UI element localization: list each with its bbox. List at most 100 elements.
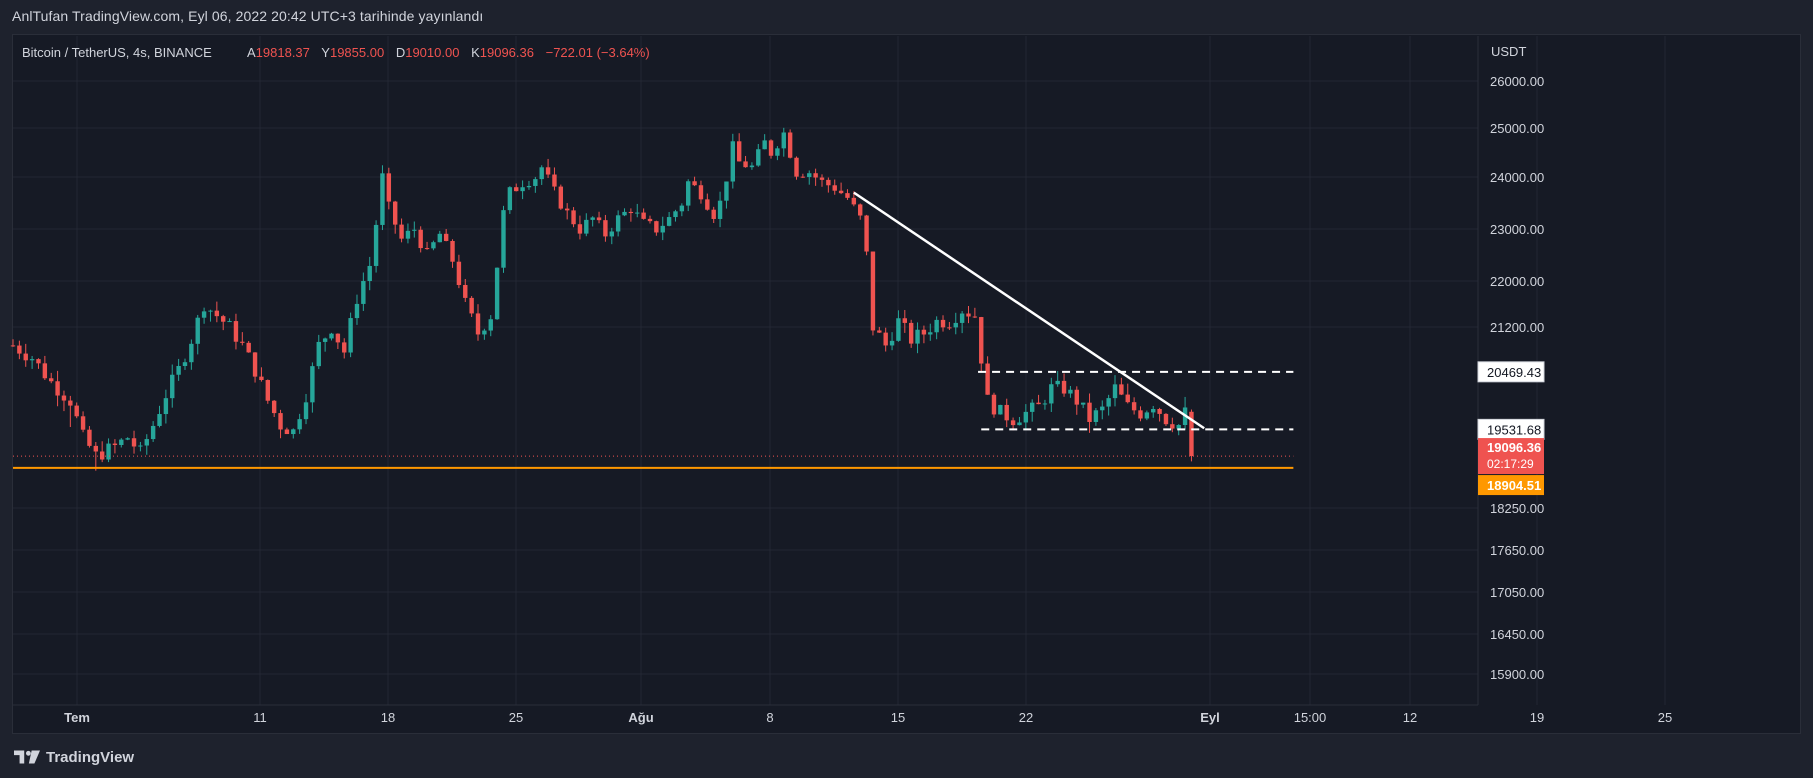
last-price-text: 19096.36 xyxy=(1487,440,1541,455)
change-value: −722.01 (−3.64%) xyxy=(546,45,650,60)
candle-body xyxy=(303,402,309,420)
horizontal-lines xyxy=(13,370,1294,469)
candle xyxy=(373,220,379,273)
candle xyxy=(475,304,481,341)
candle xyxy=(354,294,360,325)
candle xyxy=(348,312,353,358)
candle xyxy=(265,379,270,404)
currency-label: USDT xyxy=(1491,44,1526,59)
candle-body xyxy=(819,177,825,180)
x-tick-label: 18 xyxy=(381,710,395,725)
candle xyxy=(647,215,653,224)
candle xyxy=(864,214,869,256)
candle xyxy=(501,205,506,273)
close-value: 19096.36 xyxy=(480,45,534,60)
candle xyxy=(730,133,736,189)
candle xyxy=(985,356,990,395)
candle-body xyxy=(284,429,290,435)
candle xyxy=(1061,373,1067,397)
candle xyxy=(1100,400,1105,420)
candle-body xyxy=(896,318,901,341)
candle xyxy=(717,191,723,228)
price-chart[interactable]: USDT 26000.00 25000.00 24000.00 23000.00 2200… xyxy=(0,0,1813,740)
candle xyxy=(182,358,188,370)
candle xyxy=(399,218,404,243)
candle xyxy=(991,392,997,418)
candle xyxy=(870,251,876,336)
candle-body xyxy=(93,445,99,452)
candle xyxy=(303,393,309,425)
candle-body xyxy=(1093,410,1099,422)
candle xyxy=(80,411,86,433)
candle-body xyxy=(418,229,423,249)
candle xyxy=(590,216,595,227)
candle-body xyxy=(138,445,143,447)
candle-body xyxy=(647,218,653,222)
candle xyxy=(297,413,302,434)
candle-body xyxy=(666,217,672,226)
candle-body xyxy=(1176,425,1181,429)
candle-body xyxy=(310,366,315,403)
candle xyxy=(271,400,277,418)
legend-symbol[interactable]: Bitcoin / TetherUS, 4s, BINANCE xyxy=(22,45,212,60)
candle xyxy=(342,338,347,359)
candlestick-series xyxy=(10,127,1194,471)
candle-body xyxy=(838,190,844,194)
candle-body xyxy=(1030,402,1035,412)
resistance-label-bg xyxy=(1477,361,1545,383)
candle xyxy=(889,332,895,351)
candle-body xyxy=(870,251,876,331)
candle-body xyxy=(908,322,914,344)
candle-body xyxy=(437,233,442,243)
candle xyxy=(112,439,118,454)
candle xyxy=(603,214,608,242)
candle-body xyxy=(717,200,723,219)
candle-body xyxy=(271,400,277,414)
candle xyxy=(858,203,863,220)
candle-body xyxy=(456,261,462,285)
candle xyxy=(1055,371,1060,387)
candle-body xyxy=(1189,411,1194,457)
candle xyxy=(1080,402,1086,409)
candle-body xyxy=(297,419,302,430)
candle xyxy=(29,355,35,369)
candle xyxy=(883,327,888,352)
candle xyxy=(278,409,283,439)
candle-body xyxy=(826,179,831,186)
candle-body xyxy=(940,319,946,328)
candle xyxy=(214,301,220,323)
x-tick-label: Ağu xyxy=(628,710,653,725)
candle xyxy=(405,223,411,244)
candle xyxy=(119,438,124,448)
candle xyxy=(666,211,672,227)
candle-body xyxy=(424,248,430,250)
legend-ohlc: A19818.37 Y19855.00 D19010.00 K19096.36 … xyxy=(247,45,650,60)
candle-body xyxy=(119,439,124,446)
x-tick-label: 11 xyxy=(253,710,267,725)
candle xyxy=(915,322,920,354)
x-tick-label: 15:00 xyxy=(1294,710,1327,725)
candle xyxy=(679,203,685,217)
candle-body xyxy=(214,310,220,317)
candle xyxy=(361,272,366,311)
x-tick-label: 22 xyxy=(1019,710,1033,725)
candle xyxy=(1144,410,1150,421)
candle xyxy=(431,240,436,251)
candle xyxy=(807,170,812,185)
candle xyxy=(412,221,417,238)
candle-body xyxy=(794,157,799,177)
candle-body xyxy=(1074,389,1079,405)
y-tick-label: 17650.00 xyxy=(1490,543,1544,558)
x-tick-label: 12 xyxy=(1403,710,1417,725)
candle-body xyxy=(800,176,806,178)
candle-body xyxy=(921,329,927,335)
candle-body xyxy=(902,318,907,323)
x-tick-label: Eyl xyxy=(1200,710,1220,725)
tradingview-footer[interactable]: TradingView xyxy=(14,746,134,768)
candle xyxy=(615,210,621,237)
chart-pane[interactable] xyxy=(12,34,1801,734)
candle xyxy=(940,315,946,332)
candle-body xyxy=(42,363,48,379)
candle-body xyxy=(354,303,360,319)
candle xyxy=(1042,399,1048,410)
